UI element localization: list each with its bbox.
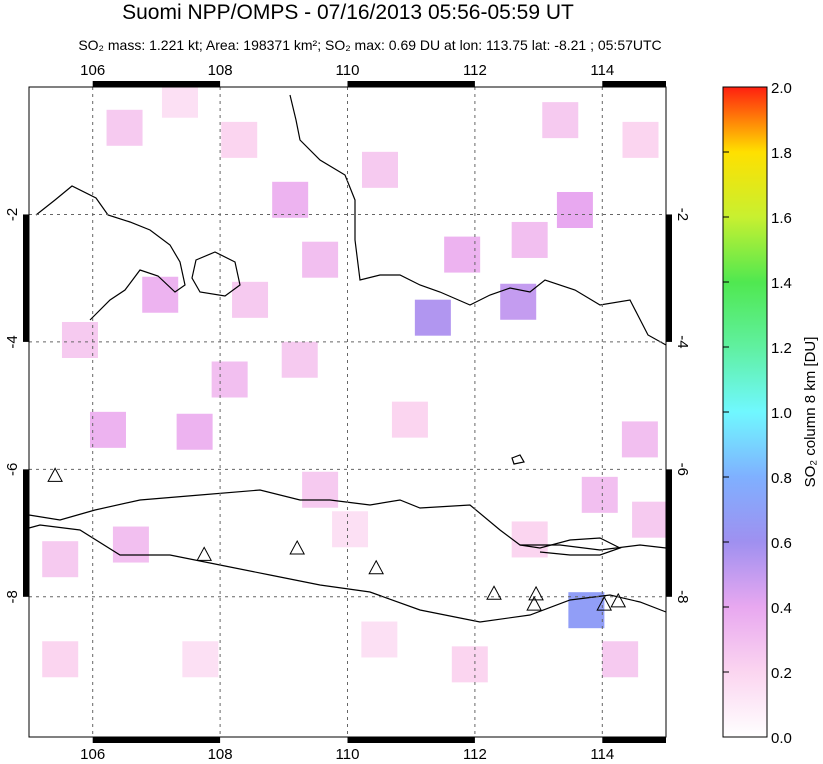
colorbar-tick-label: 1.0 [771,405,792,422]
colorbar-tick-label: 2.0 [771,80,792,97]
so2-cell [176,413,213,450]
so2-cell [602,641,639,678]
coastline [519,537,622,556]
so2-cell [89,411,126,448]
x-tick-label: 110 [336,746,360,759]
so2-cell [511,221,548,258]
colorbar-scale [722,86,768,738]
coastline [35,185,186,321]
colorbar-tick-label: 1.2 [771,340,792,357]
frame-bar [347,81,475,87]
frame-bar [602,81,666,87]
so2-cell [511,521,548,558]
colorbar-tick-label: 1.6 [771,210,792,227]
title: Suomi NPP/OMPS - 07/16/2013 05:56-05:59 … [122,1,574,24]
volcano [528,585,544,601]
so2-cell [542,102,579,139]
coastline [289,94,667,346]
x-tick-label: 112 [463,62,487,79]
so2-cell [414,299,451,336]
colorbar-tick-label: 1.8 [771,145,792,162]
volcano [486,585,502,600]
so2-cell [211,361,248,398]
ticks-layer: 106 106 108 108 110 110 112 112 114 114 -2 -2 -4 -4 -6… [4,62,691,763]
x-tick-label: 108 [208,62,233,79]
frame-bar [666,214,672,342]
frame-bar [92,81,221,87]
so2-cell [281,341,318,378]
volcano [596,596,613,611]
so2-cell [142,276,179,313]
so2-cell [621,421,658,458]
so2-cell [221,121,258,158]
colorbar-tick-label: 0.2 [771,665,792,682]
x-tick-label: 112 [463,746,487,759]
so2-cell [61,321,98,358]
colorbar-tick-label: 0.8 [771,470,792,487]
x-tick-label: 106 [80,746,105,759]
x-tick-label: 108 [208,746,233,759]
so2-cell [182,641,219,678]
colorbar-tick-label: 1.4 [771,275,792,292]
frame-bar [666,469,672,597]
y-tick-label: -2 [4,208,21,221]
so2-cell [451,646,488,683]
so2-cell [391,401,428,438]
grid-layer [29,87,666,737]
so2-cell [444,236,481,273]
so2-cell [632,501,669,538]
volcano [526,596,542,611]
colorbar-tick-label: 0.6 [771,535,792,552]
so2-cell [106,109,143,146]
colorbar-tick-label: 0.4 [771,600,792,617]
coastline [28,489,667,551]
y-tick-label: -6 [674,463,691,476]
frame-bar [347,737,475,743]
x-tick-label: 114 [590,62,614,79]
so2-cell [112,526,149,563]
y-tick-label: -8 [4,590,21,603]
coastline [191,251,241,297]
colorbar: 0.0 0.2 0.4 0.6 0.8 1.0 1.2 1.4 1.6 1.8 2.0 [722,80,792,747]
colorbar-tick-label: 0.0 [771,730,792,747]
frame-bar [602,737,666,743]
volcano-layer [47,467,627,611]
so2-cell [361,151,398,188]
so2-cell [42,541,79,578]
volcano [196,546,213,561]
x-tick-label: 110 [336,62,360,79]
frame-bar [23,214,29,342]
so2-cell [302,241,339,278]
volcano [47,467,63,482]
x-tick-label: 106 [80,62,105,79]
coastlines [28,94,667,623]
colorbar-label: SO₂ column 8 km [DU] [802,337,819,488]
volcano [610,592,627,608]
volcano [368,559,385,575]
y-tick-label: -2 [674,208,691,221]
y-tick-label: -4 [674,335,691,348]
y-tick-label: -6 [4,463,21,476]
so2-cell [556,191,593,228]
so2-cell [161,81,198,118]
x-tick-label: 114 [590,746,614,759]
coastline [28,524,667,623]
so2-cell [302,471,339,508]
so2-cell [622,121,659,158]
so2-cell [581,476,618,513]
so2-cell [42,641,79,678]
so2-cell [361,621,398,658]
so2-cell [332,511,369,548]
y-tick-label: -4 [4,335,21,348]
y-tick-label: -8 [674,590,691,603]
coastline [511,454,525,465]
so2-cell [272,181,309,218]
so2-cell [232,281,269,318]
cells-layer [42,81,669,683]
frame-bar [92,737,221,743]
frame-bar [23,469,29,597]
subtitle: SO₂ mass: 1.221 kt; Area: 198371 km²; SO… [78,37,661,53]
volcano [289,539,306,555]
